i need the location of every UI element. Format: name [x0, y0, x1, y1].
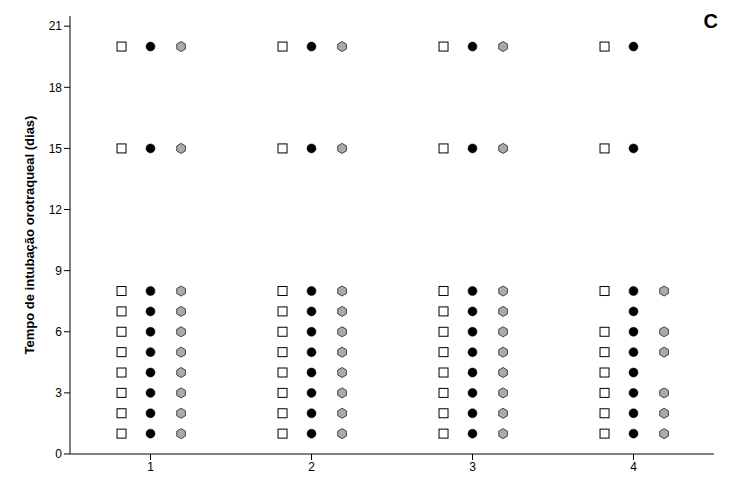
svg-text:Tempo de intubação orotraqueal: Tempo de intubação orotraqueal (dias)	[22, 116, 37, 355]
svg-text:3: 3	[55, 386, 62, 400]
svg-text:0: 0	[55, 447, 62, 461]
svg-text:4: 4	[630, 460, 637, 474]
svg-text:2: 2	[308, 460, 315, 474]
svg-text:21: 21	[49, 19, 63, 33]
svg-text:1: 1	[147, 460, 154, 474]
svg-text:3: 3	[469, 460, 476, 474]
svg-text:9: 9	[55, 264, 62, 278]
svg-text:6: 6	[55, 325, 62, 339]
svg-text:12: 12	[49, 203, 63, 217]
svg-text:15: 15	[49, 142, 63, 156]
html-text:C: C	[703, 10, 718, 32]
svg-text:18: 18	[49, 81, 63, 95]
